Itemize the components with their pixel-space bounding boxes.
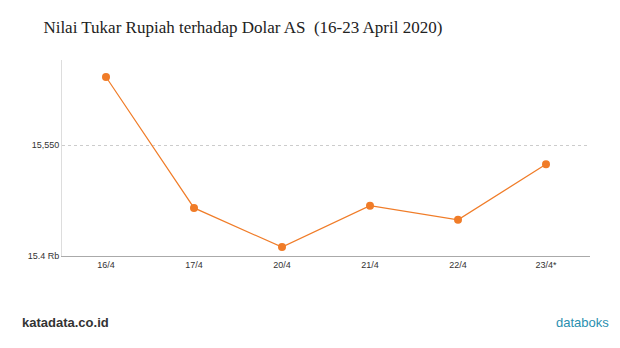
svg-text:Nilai Tukar Rupiah terhadap Do: Nilai Tukar Rupiah terhadap Dolar AS (16… (43, 18, 442, 37)
svg-text:17/4: 17/4 (185, 260, 203, 270)
svg-text:21/4: 21/4 (361, 260, 379, 270)
svg-text:20/4: 20/4 (273, 260, 291, 270)
svg-text:23/4*: 23/4* (535, 260, 557, 270)
svg-text:15,550: 15,550 (32, 140, 60, 150)
svg-text:16/4: 16/4 (97, 260, 115, 270)
svg-text:katadata.co.id: katadata.co.id (22, 315, 109, 330)
svg-text:databoks: databoks (556, 315, 609, 330)
svg-text:15.4 Rb: 15.4 Rb (28, 251, 60, 261)
svg-text:22/4: 22/4 (449, 260, 467, 270)
